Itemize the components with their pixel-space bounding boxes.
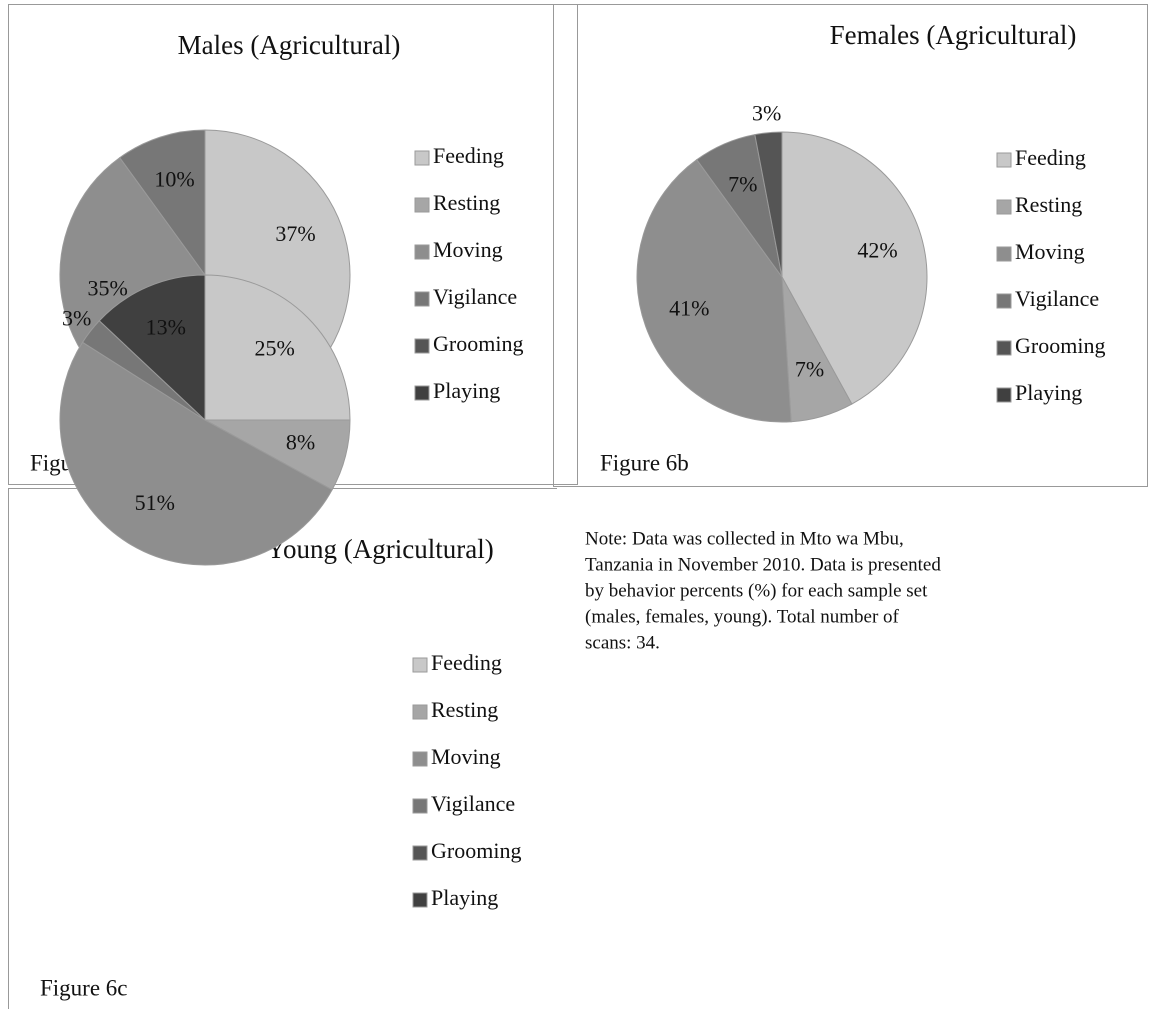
data-label: 35% [87, 275, 127, 300]
legend-swatch [996, 199, 1012, 215]
legend-swatch [414, 244, 430, 260]
note-line: (males, females, young). Total number of [585, 606, 900, 627]
frame [553, 4, 1148, 487]
pie-slice [754, 131, 783, 278]
data-label: 25% [255, 335, 295, 360]
legend-swatch [996, 246, 1012, 262]
legend-swatch [996, 152, 1012, 168]
data-label: 8% [286, 430, 315, 455]
pie-slice [98, 274, 206, 422]
legend-label: Resting [1015, 192, 1082, 217]
pie-slice [204, 129, 351, 375]
legend-swatch [412, 704, 428, 720]
legend-swatch [412, 845, 428, 861]
legend-label: Vigilance [433, 284, 517, 309]
legend-swatch [996, 293, 1012, 309]
legend-label: Vigilance [431, 791, 515, 816]
frame [8, 488, 557, 1009]
legend-label: Resting [433, 190, 500, 215]
data-label: 3% [752, 100, 781, 125]
pie-slice [204, 274, 351, 421]
legend-swatch [414, 385, 430, 401]
legend-swatch [412, 798, 428, 814]
legend-label: Resting [431, 697, 498, 722]
figure-caption: Figure 6c [40, 975, 128, 1000]
legend-swatch [412, 657, 428, 673]
legend-label: Playing [433, 378, 500, 403]
legend-label: Feeding [433, 143, 504, 168]
data-label: 13% [146, 315, 186, 340]
legend-label: Grooming [433, 331, 523, 356]
pie-slice [119, 129, 206, 277]
legend-label: Vigilance [1015, 286, 1099, 311]
data-label: 41% [669, 295, 709, 320]
note-line: Note: Data was collected in Mto wa Mbu, [585, 528, 904, 549]
data-label: 51% [135, 490, 175, 515]
pie-slice [59, 341, 333, 566]
legend-swatch [412, 892, 428, 908]
legend-label: Feeding [431, 650, 502, 675]
chart-title: Young (Agricultural) [266, 534, 493, 564]
data-label: 7% [728, 172, 757, 197]
legend-label: Grooming [431, 838, 521, 863]
chart-title: Males (Agricultural) [178, 30, 401, 60]
pie-slice [781, 131, 928, 405]
figure-caption: Figure 6b [600, 450, 689, 475]
chart-title: Females (Agricultural) [830, 20, 1077, 50]
data-label: 7% [795, 357, 824, 382]
note-line: scans: 34. [585, 632, 660, 653]
note-line: Tanzania in November 2010. Data is prese… [585, 554, 941, 575]
data-label: 42% [857, 238, 897, 263]
pie-slice [636, 158, 792, 423]
legend-label: Moving [433, 237, 503, 262]
legend-label: Moving [431, 744, 501, 769]
data-label: 10% [154, 166, 194, 191]
legend-swatch [414, 338, 430, 354]
legend-label: Playing [431, 885, 498, 910]
legend-label: Playing [1015, 380, 1082, 405]
legend-label: Grooming [1015, 333, 1105, 358]
note-line: by behavior percents (%) for each sample… [585, 580, 928, 601]
legend-swatch [996, 340, 1012, 356]
legend-label: Moving [1015, 239, 1085, 264]
data-label: 3% [62, 306, 91, 331]
legend-swatch [996, 387, 1012, 403]
data-label: 37% [275, 221, 315, 246]
legend-swatch [414, 197, 430, 213]
legend-swatch [414, 291, 430, 307]
legend-swatch [414, 150, 430, 166]
legend-label: Feeding [1015, 145, 1086, 170]
legend-swatch [412, 751, 428, 767]
